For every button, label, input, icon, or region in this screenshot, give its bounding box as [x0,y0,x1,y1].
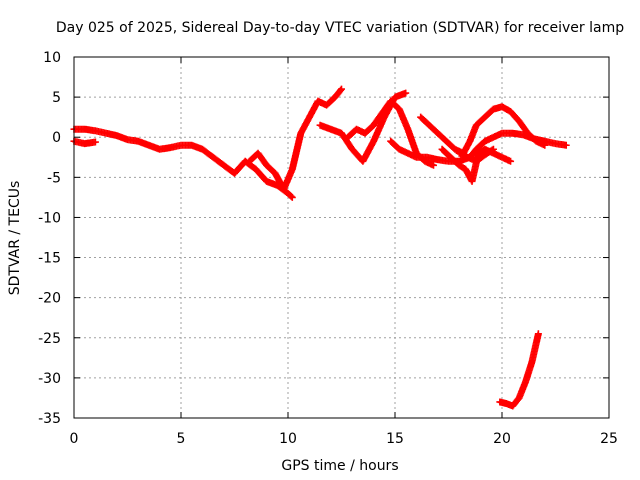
series-track-i [455,145,497,165]
axis-ticks [73,56,610,419]
x-tick-label: 0 [70,431,79,447]
data-point-marker [402,89,410,97]
y-axis-tick-labels: 10 5 0 -5 -10 -15 -20 -25 -30 -35 [38,50,61,427]
y-tick-label: 5 [52,90,61,106]
y-tick-label: 10 [43,50,61,66]
grid [74,57,609,418]
x-tick-label: 10 [279,431,297,447]
data-point-marker [534,330,542,338]
x-tick-label: 25 [600,431,618,447]
data-point-marker [288,193,296,201]
x-axis-tick-labels: 0 5 10 15 20 25 [70,431,618,447]
y-tick-label: -15 [38,251,61,267]
y-tick-label: -30 [38,371,61,387]
y-tick-label: 0 [52,130,61,146]
series-track-a [70,125,296,201]
y-tick-label: -25 [38,331,61,347]
data-point-marker [91,138,99,146]
series-track-g [417,103,549,157]
plot-area [74,57,609,418]
y-tick-label: -20 [38,291,61,307]
data-point-marker [489,145,497,153]
series-track-b [70,137,99,148]
y-tick-label: -5 [47,170,61,186]
y-tick-label: -10 [38,210,61,226]
data-point-marker [338,85,345,93]
data-point-marker [430,161,438,169]
x-tick-label: 20 [493,431,511,447]
data-point-marker [507,157,515,165]
data-points [70,85,570,410]
series-track-j [496,330,542,410]
x-tick-label: 15 [386,431,404,447]
data-point-marker [541,141,549,149]
plot-frame [73,56,610,419]
series-track-c [245,85,345,193]
x-tick-label: 5 [177,431,186,447]
y-axis-label: SDTVAR / TECUs [7,181,23,296]
data-point-marker [287,192,295,200]
data-point-marker [337,86,345,94]
data-point-marker [562,141,570,149]
y-tick-label: -35 [38,411,61,427]
chart-title: Day 025 of 2025, Sidereal Day-to-day VTE… [56,20,624,36]
x-axis-label: GPS time / hours [281,458,398,474]
data-point-marker [488,146,496,154]
